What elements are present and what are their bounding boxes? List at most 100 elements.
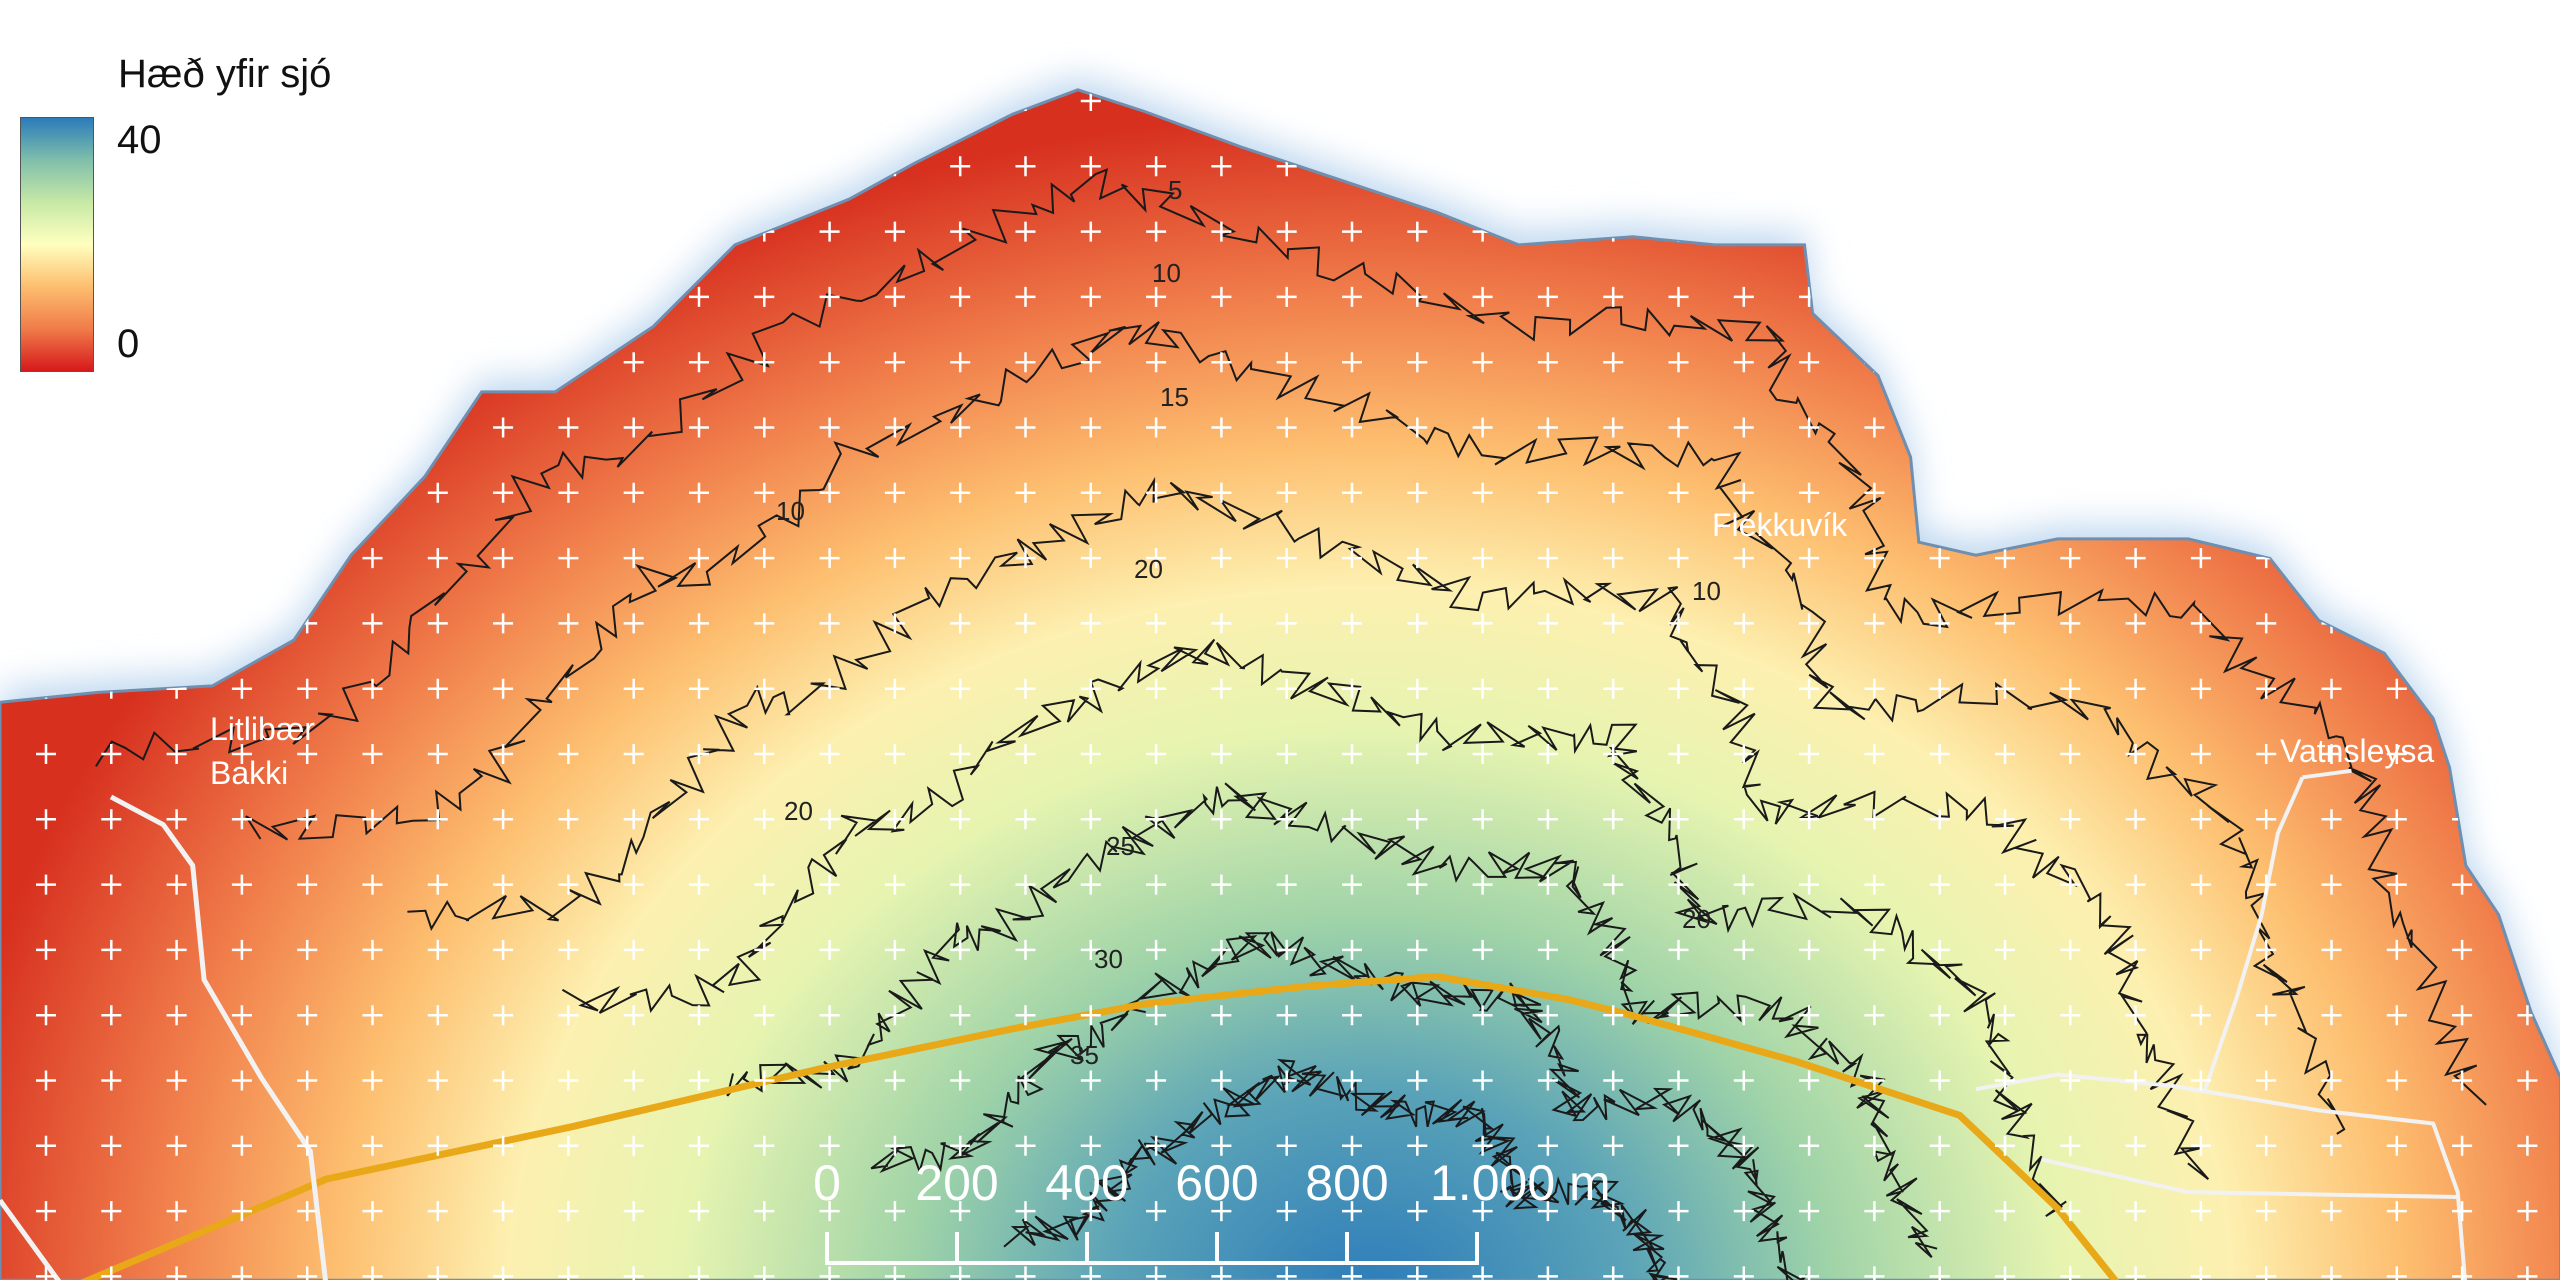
grid-cross (1733, 1266, 1754, 1280)
grid-cross (36, 613, 56, 634)
grid-cross (1537, 91, 1558, 111)
grid-cross (1799, 548, 1820, 569)
scale-label: 800 (1305, 1155, 1388, 1211)
grid-cross (166, 286, 187, 307)
grid-cross (2125, 91, 2146, 111)
grid-cross (1342, 91, 1362, 111)
grid-cross (166, 1135, 187, 1156)
grid-cross (1276, 1201, 1297, 1222)
grid-cross (819, 1070, 840, 1091)
grid-cross (1407, 613, 1428, 634)
place-label-litlibaer: Litlibær (210, 711, 315, 747)
grid-cross (819, 548, 840, 569)
grid-cross (427, 1135, 448, 1156)
grid-cross (1472, 91, 1493, 111)
grid-cross (689, 91, 709, 111)
grid-cross (493, 678, 514, 699)
grid-cross (1995, 1201, 2015, 1222)
grid-cross (2452, 744, 2473, 764)
grid-cross (493, 352, 514, 373)
grid-cross (231, 939, 252, 960)
grid-cross (2125, 482, 2146, 503)
grid-cross (166, 874, 187, 895)
grid-cross (101, 1135, 122, 1156)
grid-cross (36, 1005, 56, 1026)
grid-cross (1472, 939, 1493, 960)
grid-cross (623, 1070, 644, 1091)
grid-cross (558, 744, 579, 764)
grid-cross (1799, 1135, 1820, 1156)
grid-cross (2190, 482, 2211, 503)
grid-cross (231, 221, 252, 242)
grid-cross (36, 91, 56, 111)
grid-cross (950, 874, 971, 895)
grid-cross (2321, 1201, 2342, 1222)
grid-cross (2125, 939, 2146, 960)
grid-cross (2321, 874, 2342, 895)
grid-cross (1342, 221, 1362, 242)
grid-cross (2190, 352, 2211, 373)
grid-cross (1995, 613, 2015, 634)
grid-cross (950, 286, 971, 307)
minor-road (2302, 768, 2352, 780)
grid-cross (950, 548, 971, 569)
grid-cross (2060, 352, 2081, 373)
grid-cross (362, 1135, 383, 1156)
grid-cross (623, 1201, 644, 1222)
grid-cross (427, 613, 448, 634)
grid-cross (36, 809, 56, 830)
grid-cross (623, 221, 644, 242)
grid-cross (427, 1201, 448, 1222)
grid-cross (2517, 548, 2538, 569)
grid-cross (166, 744, 187, 764)
grid-cross (2125, 286, 2146, 307)
grid-cross (2060, 1135, 2081, 1156)
grid-cross (2125, 1201, 2146, 1222)
grid-cross (2452, 482, 2473, 503)
grid-cross (819, 417, 840, 438)
grid-cross (689, 352, 709, 373)
minor-road (1975, 1072, 2468, 1280)
grid-cross (2386, 1266, 2407, 1280)
grid-cross (689, 1135, 709, 1156)
grid-cross (2452, 613, 2473, 634)
grid-cross (1472, 352, 1493, 373)
legend-color-ramp (20, 117, 94, 372)
grid-cross (1733, 874, 1754, 895)
grid-cross (1799, 352, 1820, 373)
grid-cross (1472, 286, 1493, 307)
grid-cross (231, 1070, 252, 1091)
grid-cross (1995, 1070, 2015, 1091)
grid-cross (36, 1070, 56, 1091)
grid-cross (1146, 678, 1167, 699)
scale-label: 200 (915, 1155, 998, 1211)
grid-cross (2452, 1070, 2473, 1091)
grid-cross (1995, 156, 2015, 177)
grid-cross (2452, 1266, 2473, 1280)
grid-cross (2321, 548, 2342, 569)
grid-cross (2386, 874, 2407, 895)
grid-cross (754, 482, 775, 503)
grid-cross (1929, 1266, 1950, 1280)
grid-cross (1537, 482, 1558, 503)
grid-cross (689, 678, 709, 699)
grid-cross (1799, 809, 1820, 830)
grid-cross (1668, 939, 1689, 960)
grid-cross (1995, 1266, 2015, 1280)
grid-cross (362, 91, 383, 111)
grid-cross (1603, 1005, 1624, 1026)
grid-cross (1472, 809, 1493, 830)
grid-cross (950, 1266, 971, 1280)
grid-cross (558, 1070, 579, 1091)
grid-cross (101, 744, 122, 764)
grid-cross (1080, 678, 1101, 699)
grid-cross (884, 1005, 905, 1026)
contour-label: 10 (776, 496, 805, 526)
grid-cross (1864, 613, 1885, 634)
grid-cross (2060, 744, 2081, 764)
grid-cross (231, 809, 252, 830)
grid-cross (1472, 1266, 1493, 1280)
grid-cross (1146, 874, 1167, 895)
grid-cross (1080, 482, 1101, 503)
grid-cross (493, 548, 514, 569)
